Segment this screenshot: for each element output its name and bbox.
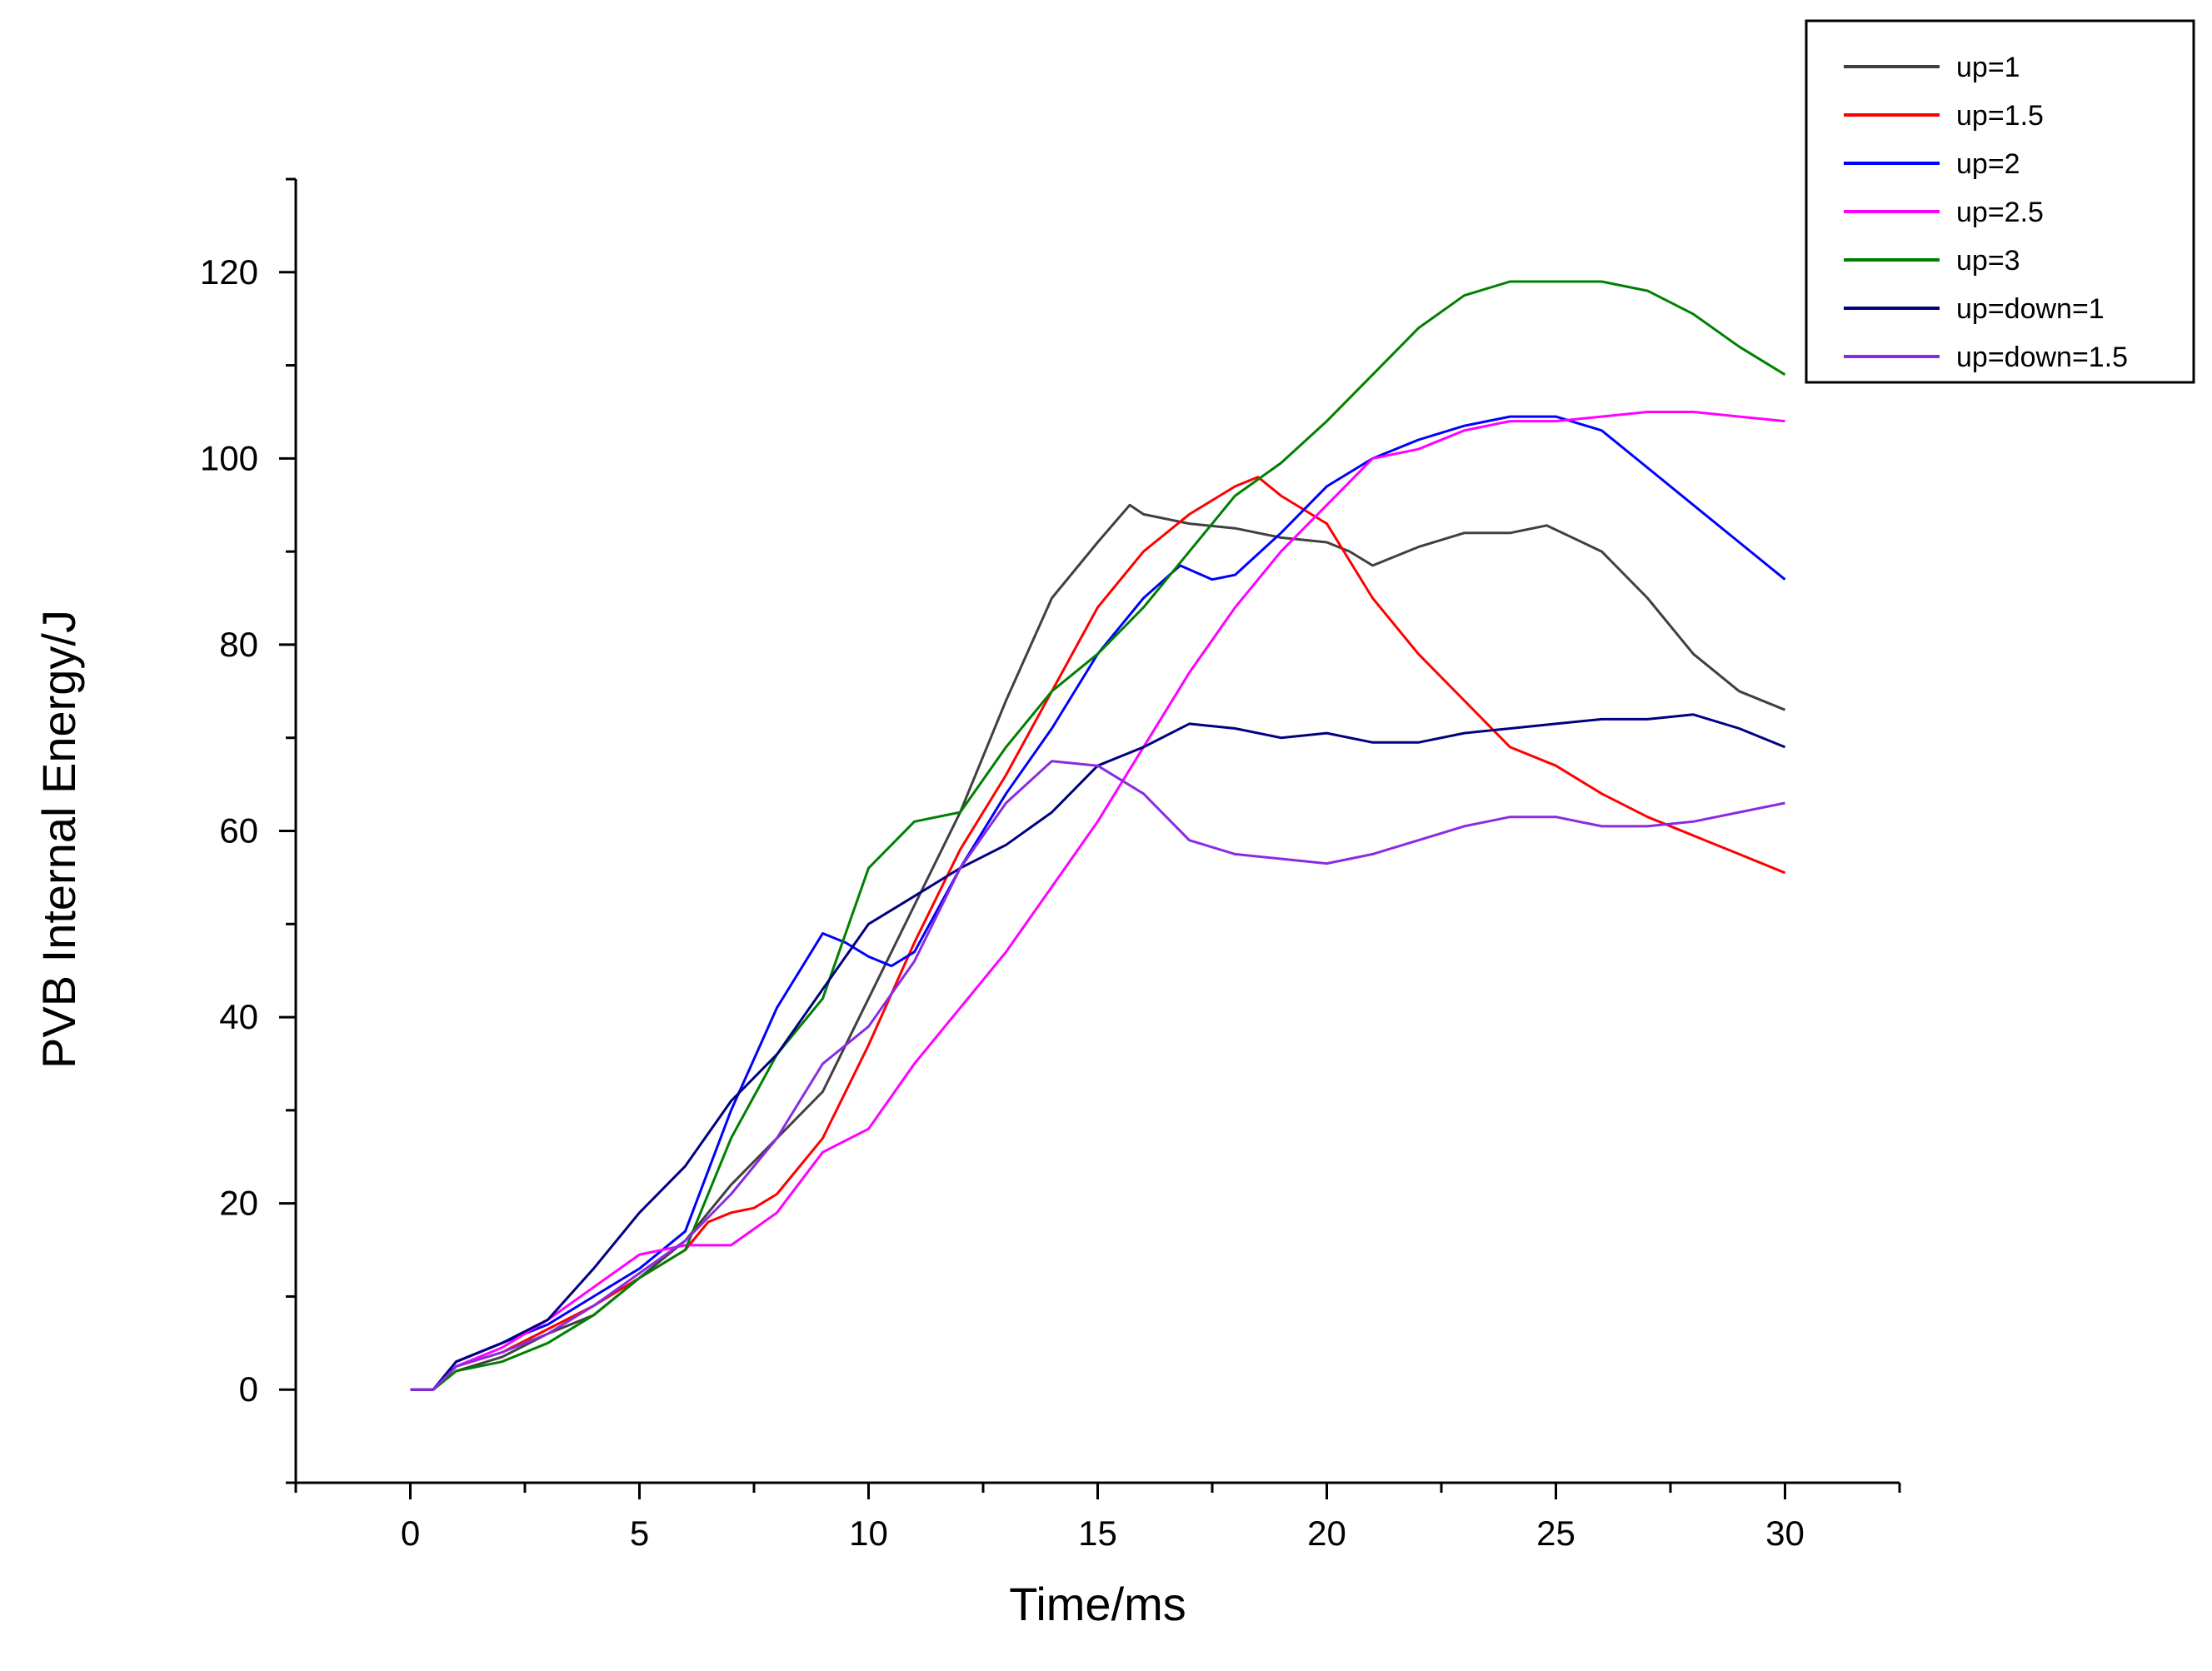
y-tick-label: 120 [200,252,258,292]
axes: 0 5 10 15 20 25 30 0 20 40 60 80 100 120 [200,177,1901,1553]
y-tick-label: 80 [219,625,258,664]
legend: up=1 up=1.5 up=2 up=2.5 up=3 up=down=1 up=down… [1805,19,2195,384]
series-line-up-down-1 [410,713,1786,1391]
series-line-up-1 [410,503,1786,1391]
legend-label: up=1.5 [1956,100,2044,132]
series-line-up-3 [410,280,1786,1391]
legend-label: up=3 [1956,245,2020,277]
y-tick-label: 100 [200,438,258,477]
x-tick-label: 0 [401,1514,420,1553]
x-tick-label: 25 [1536,1514,1575,1553]
x-tick-label: 5 [630,1514,649,1553]
y-tick-label: 60 [219,811,258,850]
series-line-up-2 [410,415,1786,1391]
y-tick-label: 20 [219,1184,258,1223]
plot-lines [410,280,1786,1391]
x-tick-label: 20 [1307,1514,1346,1553]
legend-label: up=down=1.5 [1956,342,2128,373]
y-tick-label: 40 [219,997,258,1036]
series-line-up-down-1-5 [410,760,1785,1391]
x-axis-title: Time/ms [1009,1578,1186,1630]
legend-label: up=2.5 [1956,197,2044,228]
legend-label: up=down=1 [1956,293,2105,325]
series-line-up-2-5 [410,411,1785,1391]
legend-label: up=2 [1956,148,2020,180]
y-tick-label: 0 [239,1369,258,1409]
series-line-up-1-5 [410,476,1786,1391]
x-tick-label: 15 [1078,1514,1117,1553]
legend-label: up=1 [1956,52,2020,83]
legend-box [1805,19,2195,384]
x-tick-label: 10 [849,1514,888,1553]
y-axis-title: PVB Internal Energy/J [32,610,85,1069]
x-tick-label: 30 [1765,1514,1805,1553]
